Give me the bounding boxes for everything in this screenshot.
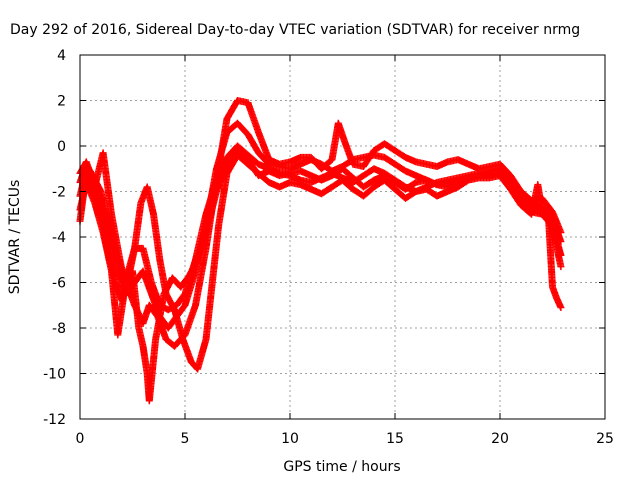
data-point — [557, 228, 565, 236]
y-tick-label: -4 — [52, 230, 66, 246]
x-tick-label: 0 — [76, 431, 85, 447]
series-track-4 — [76, 149, 565, 373]
y-tick-label: 2 — [57, 94, 66, 110]
x-tick-label: 5 — [181, 431, 190, 447]
data-point — [557, 263, 565, 271]
y-tick-label: -2 — [52, 185, 66, 201]
x-tick-label: 25 — [596, 431, 614, 447]
data-point — [557, 304, 565, 312]
x-tick-label: 15 — [386, 431, 404, 447]
data-marks — [76, 97, 565, 405]
y-tick-label: -12 — [43, 412, 66, 428]
y-tick-label: -10 — [43, 367, 66, 383]
chart-title: Day 292 of 2016, Sidereal Day-to-day VTE… — [10, 22, 580, 38]
x-tick-label: 20 — [491, 431, 509, 447]
x-axis-label: GPS time / hours — [283, 459, 400, 475]
axes: 0 5 10 15 20 25 -12 -10 -8 -6 -4 -2 0 2 4 — [43, 48, 614, 447]
grid — [80, 55, 605, 419]
x-tick-label: 10 — [281, 431, 299, 447]
series-track-3 — [76, 97, 565, 350]
y-tick-label: 0 — [57, 139, 66, 155]
series-track-5 — [76, 147, 565, 405]
y-tick-label: 4 — [57, 48, 66, 64]
series-track-2 — [76, 119, 565, 332]
y-tick-label: -6 — [52, 276, 66, 292]
y-axis-label: SDTVAR / TECUs — [7, 180, 23, 295]
y-tick-label: -8 — [52, 321, 66, 337]
